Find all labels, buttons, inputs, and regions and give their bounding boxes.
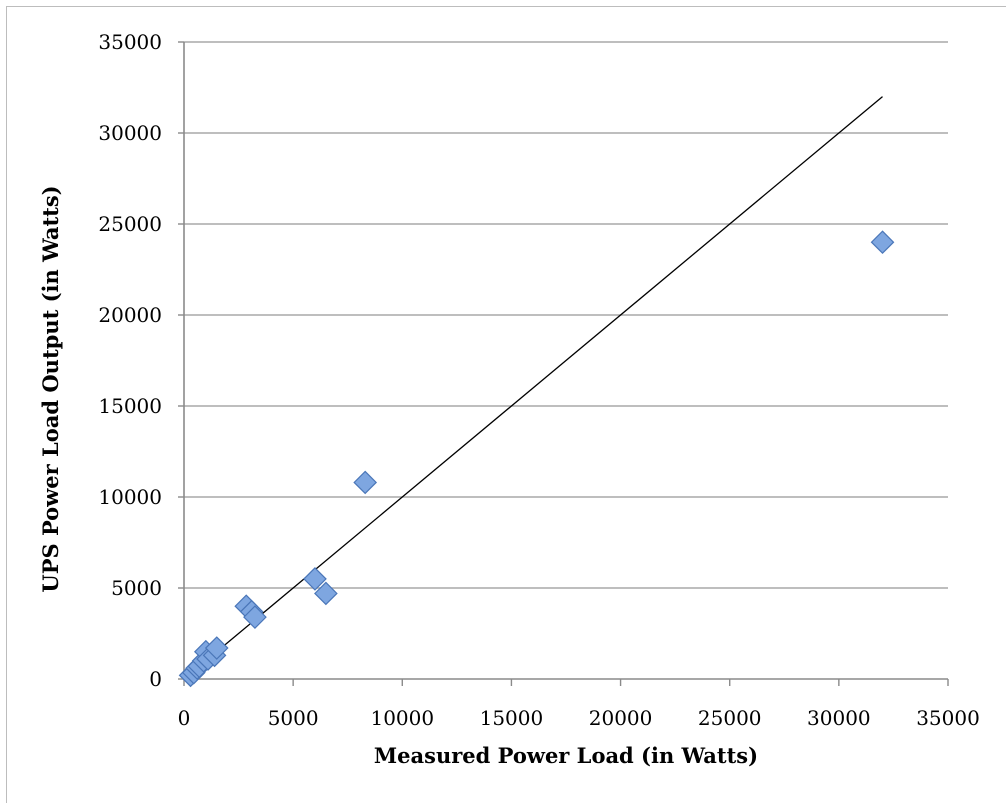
x-tick-label: 15000 <box>480 706 544 730</box>
data-point <box>353 470 378 495</box>
reference-line <box>194 96 883 671</box>
x-tick-label: 30000 <box>807 706 871 730</box>
x-tick-label: 20000 <box>589 706 653 730</box>
axes <box>178 41 949 686</box>
gridlines <box>184 41 948 589</box>
y-tick-label: 30000 <box>98 121 162 145</box>
data-point <box>243 605 267 629</box>
data-point <box>314 581 338 606</box>
x-tick-labels: 0 5000 10000 15000 20000 25000 30000 35000 <box>178 706 980 730</box>
x-tick-label: 25000 <box>698 706 762 730</box>
x-tick-label: 0 <box>178 706 191 730</box>
reference-line-path <box>194 96 883 671</box>
x-tick-label: 5000 <box>268 706 319 730</box>
data-point <box>870 230 895 255</box>
data-points <box>178 230 895 688</box>
data-point <box>204 636 229 660</box>
y-tick-labels: 0 5000 10000 15000 20000 25000 30000 35000 <box>98 30 162 691</box>
x-tick-label: 35000 <box>916 706 980 730</box>
y-tick-label: 15000 <box>98 394 162 418</box>
y-tick-label: 35000 <box>98 30 162 54</box>
chart-frame <box>6 6 1006 803</box>
y-tick-label: 10000 <box>98 485 162 509</box>
x-axis-title: Measured Power Load (in Watts) <box>374 743 758 768</box>
y-tick-label: 0 <box>149 667 162 691</box>
data-point <box>303 567 327 591</box>
y-tick-label: 5000 <box>111 576 162 600</box>
y-axis-title: UPS Power Load Output (in Watts) <box>38 185 63 592</box>
y-tick-label: 20000 <box>98 303 162 327</box>
x-tick-label: 10000 <box>370 706 434 730</box>
y-tick-label: 25000 <box>98 212 162 236</box>
